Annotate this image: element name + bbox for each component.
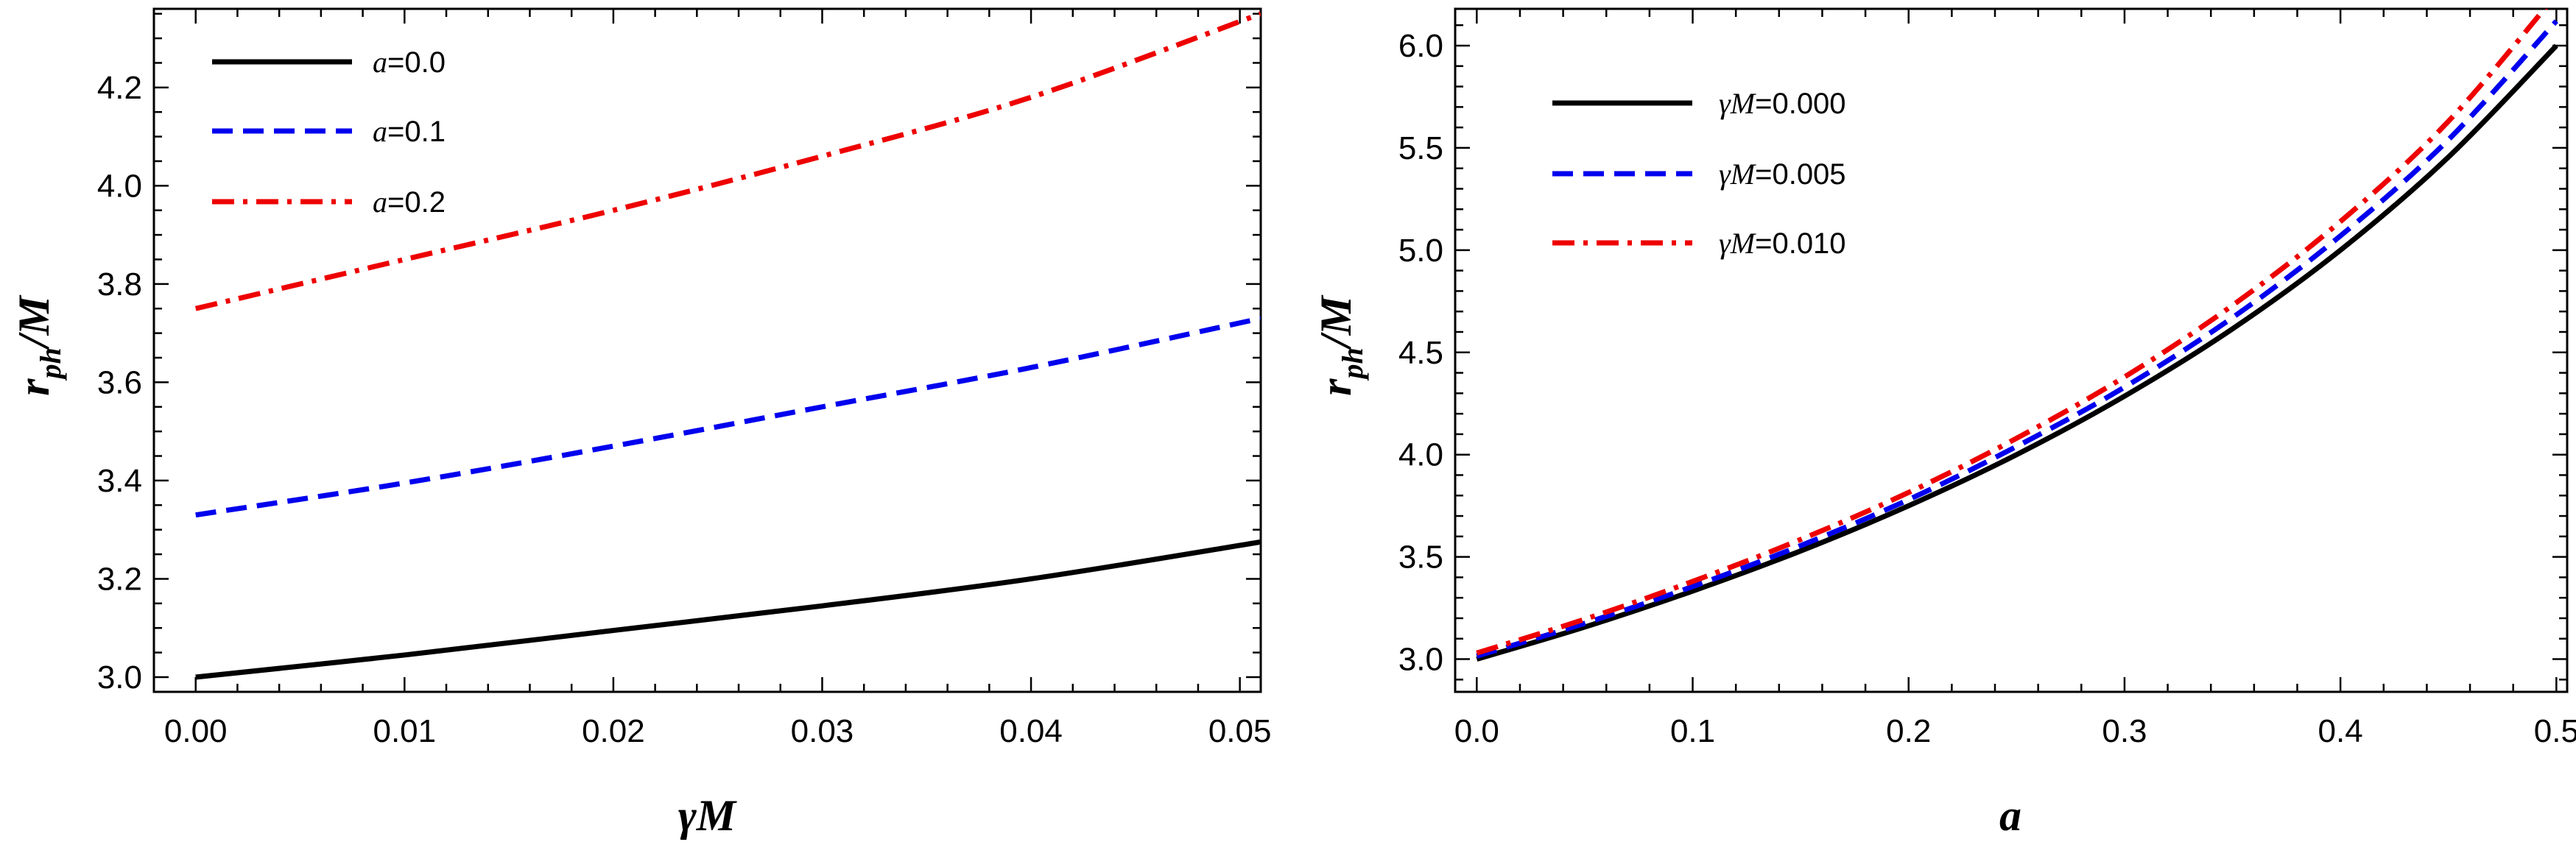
right-y-tick-label: 4.0 bbox=[1398, 437, 1443, 473]
left-y-tick-label: 3.0 bbox=[97, 659, 142, 696]
right-legend-label: γM=0.000 bbox=[1719, 87, 1846, 120]
left-x-tick-label: 0.03 bbox=[791, 713, 854, 749]
right-y-tick-label: 3.5 bbox=[1398, 539, 1443, 576]
left-ticks bbox=[152, 9, 1261, 692]
left-x-tick-label: 0.04 bbox=[999, 713, 1063, 749]
right-series-lines bbox=[1476, 9, 2558, 662]
left-legend-label: a=0.0 bbox=[373, 46, 446, 79]
left-series-lines bbox=[194, 11, 1261, 680]
left-legend-label: a=0.2 bbox=[373, 185, 446, 219]
right-x-tick-label: 0.0 bbox=[1454, 713, 1499, 749]
left-x-axis-title: γM bbox=[678, 791, 738, 840]
right-legend-label: γM=0.005 bbox=[1719, 158, 1846, 191]
left-legend-label: a=0.1 bbox=[373, 115, 446, 148]
right-legend-label: γM=0.010 bbox=[1719, 227, 1846, 260]
right-chart: 0.0 0.1 0.2 0.3 0.4 0.5 3.0 3.5 4.0 4.5 … bbox=[1312, 7, 2576, 840]
right-y-tick-label: 4.5 bbox=[1398, 335, 1443, 371]
right-plot-frame bbox=[1454, 7, 2569, 693]
left-chart: 0.00 0.01 0.02 0.03 0.04 0.05 3.0 3.2 3.… bbox=[10, 7, 1272, 840]
right-y-tick-label: 5.5 bbox=[1398, 130, 1443, 166]
left-x-tick-label: 0.05 bbox=[1208, 713, 1272, 749]
right-y-axis-title: rph/M bbox=[1312, 294, 1369, 396]
series-line-dashed bbox=[195, 316, 1261, 518]
left-y-tick-label: 4.2 bbox=[97, 70, 142, 106]
right-x-tick-label: 0.4 bbox=[2318, 713, 2363, 749]
left-x-tick-label: 0.01 bbox=[373, 713, 436, 749]
series-line-solid bbox=[195, 539, 1261, 680]
left-y-tick-label: 3.2 bbox=[97, 561, 142, 597]
left-y-tick-label: 4.0 bbox=[97, 168, 142, 204]
left-legend: a=0.0 a=0.1 a=0.2 bbox=[212, 46, 446, 219]
left-y-tick-label: 3.4 bbox=[97, 463, 142, 499]
series-line-dashdot bbox=[194, 11, 1261, 311]
right-y-tick-label: 6.0 bbox=[1398, 28, 1443, 64]
series-line-solid bbox=[1476, 43, 2558, 662]
left-x-tick-label: 0.00 bbox=[164, 713, 228, 749]
right-y-tick-label: 3.0 bbox=[1398, 642, 1443, 678]
right-x-tick-label: 0.2 bbox=[1886, 713, 1931, 749]
right-ticks bbox=[1455, 9, 2567, 692]
right-x-tick-label: 0.5 bbox=[2534, 713, 2576, 749]
series-line-dashed bbox=[1476, 19, 2558, 659]
right-legend: γM=0.000 γM=0.005 γM=0.010 bbox=[1552, 87, 1846, 260]
right-x-tick-label: 0.1 bbox=[1670, 713, 1715, 749]
left-y-tick-label: 3.8 bbox=[97, 266, 142, 303]
series-line-dashdot bbox=[1476, 9, 2548, 656]
left-x-tick-label: 0.02 bbox=[582, 713, 645, 749]
right-x-axis-title: a bbox=[1999, 791, 2021, 840]
left-y-axis-title: rph/M bbox=[10, 294, 67, 396]
right-x-tick-label: 0.3 bbox=[2102, 713, 2147, 749]
right-y-tick-label: 5.0 bbox=[1398, 233, 1443, 269]
left-y-tick-label: 3.6 bbox=[97, 364, 142, 400]
left-plot-frame bbox=[152, 7, 1262, 693]
